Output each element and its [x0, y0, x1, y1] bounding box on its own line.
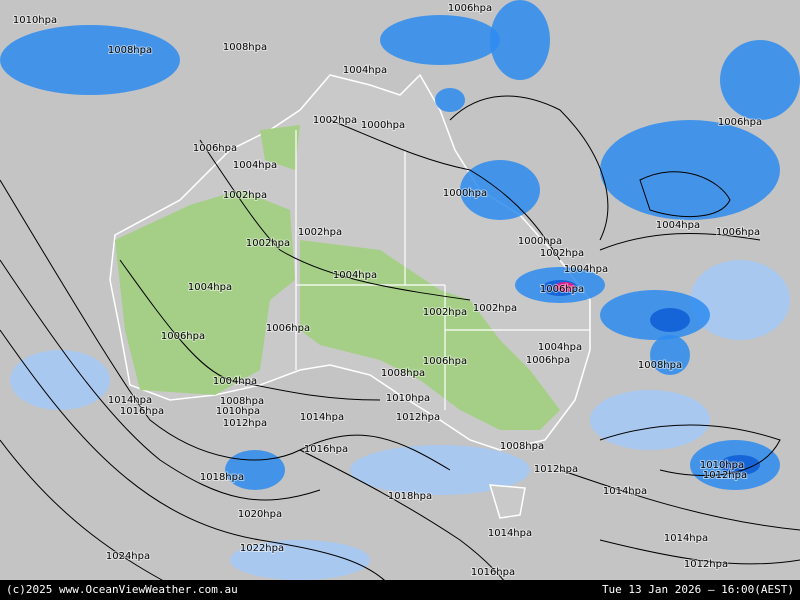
footer-bar	[0, 580, 800, 600]
isobar-label: 1012hpa	[396, 412, 440, 423]
footer-timestamp: Tue 13 Jan 2026 – 16:00(AEST)	[602, 583, 794, 596]
isobar-label: 1008hpa	[638, 360, 682, 371]
isobar-label: 1002hpa	[313, 115, 357, 126]
isobar-label: 1010hpa	[13, 15, 57, 26]
isobar-label: 1002hpa	[246, 238, 290, 249]
isobar-label: 1010hpa	[386, 393, 430, 404]
isobar-label: 1008hpa	[223, 42, 267, 53]
isobar-label: 1002hpa	[423, 307, 467, 318]
isobar-label: 1006hpa	[718, 117, 762, 128]
isobar-label: 1000hpa	[443, 188, 487, 199]
isobar-label: 1014hpa	[300, 412, 344, 423]
isobar-label: 1006hpa	[266, 323, 310, 334]
vegetation	[115, 125, 560, 430]
isobar-label: 1006hpa	[193, 143, 237, 154]
isobar-label: 1018hpa	[388, 491, 432, 502]
isobar-label: 1000hpa	[361, 120, 405, 131]
state-borders	[295, 130, 590, 410]
isobar-label: 1010hpa	[700, 460, 744, 471]
isobar-label: 1018hpa	[200, 472, 244, 483]
isobar-label: 1004hpa	[343, 65, 387, 76]
isobar-label: 1008hpa	[108, 45, 152, 56]
isobar-label: 1024hpa	[106, 551, 150, 562]
isobar-label: 1004hpa	[538, 342, 582, 353]
isobar-label: 1006hpa	[526, 355, 570, 366]
isobar-label: 1012hpa	[703, 470, 747, 481]
tasmania	[488, 484, 526, 519]
isobar-label: 1016hpa	[471, 567, 515, 578]
isobar-label: 1008hpa	[381, 368, 425, 379]
isobar-label: 1002hpa	[540, 248, 584, 259]
isobar-label: 1000hpa	[518, 236, 562, 247]
sea-patches	[10, 260, 790, 580]
isobar-label: 1016hpa	[120, 406, 164, 417]
rain-areas	[0, 0, 800, 490]
isobar-label: 1012hpa	[534, 464, 578, 475]
isobar-label: 1016hpa	[304, 444, 348, 455]
isobar-label: 1004hpa	[188, 282, 232, 293]
isobar-label: 1014hpa	[488, 528, 532, 539]
isobar-label: 1004hpa	[656, 220, 700, 231]
isobar-label: 1002hpa	[298, 227, 342, 238]
isobar-label: 1014hpa	[664, 533, 708, 544]
isobar-label: 1022hpa	[240, 543, 284, 554]
isobar-label: 1002hpa	[473, 303, 517, 314]
isobar-label: 1004hpa	[233, 160, 277, 171]
isobar-label: 1012hpa	[223, 418, 267, 429]
isobar-label: 1010hpa	[216, 406, 260, 417]
isobar-label: 1006hpa	[716, 227, 760, 238]
isobar-label: 1020hpa	[238, 509, 282, 520]
isobar-label: 1006hpa	[161, 331, 205, 342]
isobar-label: 1008hpa	[500, 441, 544, 452]
isobar-label: 1014hpa	[108, 395, 152, 406]
isobar-label: 1006hpa	[448, 3, 492, 14]
footer-credit: (c)2025 www.OceanViewWeather.com.au	[6, 583, 238, 596]
isobar-label: 1004hpa	[564, 264, 608, 275]
isobar-label: 1004hpa	[213, 376, 257, 387]
isobar-label: 1006hpa	[540, 284, 584, 295]
isobar-label: 1014hpa	[603, 486, 647, 497]
isobar-label: 1006hpa	[423, 356, 467, 367]
isobar-label: 1004hpa	[333, 270, 377, 281]
isobar-label: 1008hpa	[220, 396, 264, 407]
isobar-label: 1012hpa	[684, 559, 728, 570]
isobar-label: 1002hpa	[223, 190, 267, 201]
